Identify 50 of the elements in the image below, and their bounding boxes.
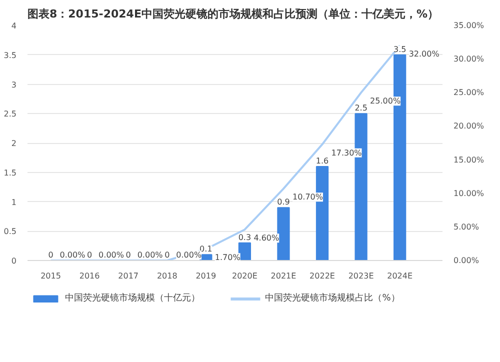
data-label: 0.9 <box>277 198 290 207</box>
y-tick-label: 0 <box>11 256 17 266</box>
y2-tick-label: 0.00% <box>454 256 480 265</box>
x-tick-label: 2019 <box>196 272 216 280</box>
data-label: 1.6 <box>316 156 329 166</box>
x-tick-label: 2023E <box>348 272 374 280</box>
legend-label: 中国荧光硬镜市场规模（十亿元） <box>65 292 200 304</box>
data-label: 0 <box>126 250 131 260</box>
data-label: 0 <box>164 250 170 260</box>
bar <box>238 242 252 260</box>
y-tick-label: 3.5 <box>4 50 17 60</box>
data-label: 0.00% <box>137 250 164 260</box>
y-tick-label: 4 <box>11 22 17 30</box>
data-label: 0.00% <box>60 250 86 260</box>
data-label: 17.30% <box>331 148 362 158</box>
y2-tick-label: 5.00% <box>454 222 480 232</box>
data-label: 10.70% <box>292 192 324 202</box>
y2-tick-label: 15.00% <box>454 155 484 164</box>
y-tick-label: 1.5 <box>4 168 17 178</box>
y2-tick-label: 10.00% <box>454 188 484 198</box>
y-tick-label: 3 <box>11 80 17 90</box>
y2-tick-label: 25.00% <box>454 88 484 98</box>
data-label: 25.00% <box>370 96 401 106</box>
data-label: 4.60% <box>254 234 280 243</box>
x-tick-label: 2024E <box>387 272 413 280</box>
data-label: 0 <box>87 250 92 260</box>
x-tick-label: 2021E <box>270 272 296 280</box>
bar <box>277 207 290 260</box>
y2-tick-label: 35.00% <box>454 21 484 30</box>
x-tick-label: 2017 <box>118 272 139 280</box>
x-tick-label: 2022E <box>310 272 335 280</box>
data-label: 0.00% <box>98 250 124 260</box>
x-tick-label: 2016 <box>79 272 100 280</box>
data-label: 1.70% <box>214 253 241 262</box>
y2-tick-label: 20.00% <box>454 122 484 131</box>
chart-title: 图表8：2015-2024E中国荧光硬镜的市场规模和占比预测（单位：十亿美元，%） <box>28 8 438 20</box>
data-label: 0.00% <box>176 250 202 260</box>
y2-tick-label: 30.00% <box>454 54 484 64</box>
y-tick-label: 1 <box>11 198 17 207</box>
y-tick-label: 2.5 <box>4 110 17 119</box>
y-tick-label: 0.5 <box>4 227 17 236</box>
data-label: 0.3 <box>238 232 252 242</box>
x-tick-label: 2020E <box>232 272 258 280</box>
data-label: 32.00% <box>408 50 440 59</box>
x-tick-label: 2018 <box>156 272 178 280</box>
data-label: 2.5 <box>354 104 368 113</box>
x-tick-label: 2015 <box>40 272 61 280</box>
data-label: 0 <box>48 250 54 260</box>
legend-label: 中国荧光硬镜市场规模占比（%） <box>265 292 400 304</box>
y-tick-label: 2 <box>11 139 17 148</box>
